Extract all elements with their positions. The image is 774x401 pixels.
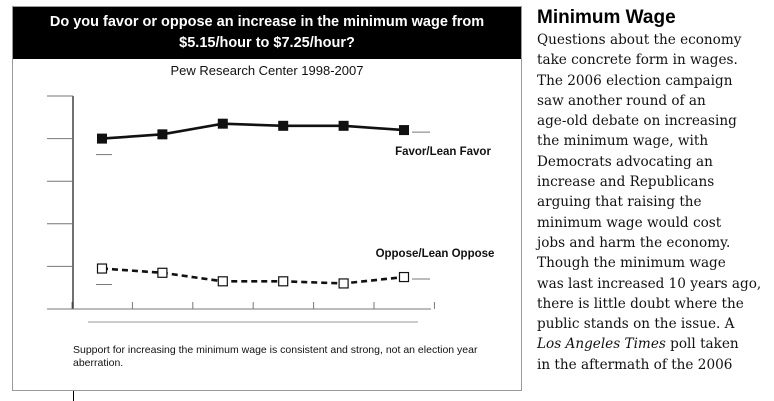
chart-markers bbox=[96, 118, 410, 289]
article-publication-name: Los Angeles Times bbox=[537, 336, 666, 353]
chart-source: Pew Research Center 1998-2007 bbox=[170, 63, 364, 78]
article-line: Democrats advocating an bbox=[537, 153, 713, 170]
series-line-favor bbox=[101, 122, 405, 140]
article-line: Los Angeles Times poll taken bbox=[537, 334, 769, 354]
article-sidebar: Minimum Wage Questions about the economy… bbox=[537, 6, 769, 375]
line-chart: Favor/Lean Favor Oppose/Lean Oppose bbox=[47, 95, 495, 323]
article-line: Though the minimum wage bbox=[537, 255, 726, 272]
article-title: Minimum Wage bbox=[537, 7, 676, 28]
data-point-oppose bbox=[157, 267, 168, 278]
article-line: Questions about the economy bbox=[537, 32, 742, 48]
page-edge-rule bbox=[73, 390, 74, 401]
data-point-favor bbox=[338, 120, 349, 131]
article-line: minimum wage would cost bbox=[537, 214, 722, 231]
chart-title: Do you favor or oppose an increase in th… bbox=[13, 7, 521, 59]
article-line: take concrete form in wages. bbox=[537, 52, 738, 69]
article-body: Questions about the economy take concrete… bbox=[537, 30, 769, 375]
article-line: the minimum wage, with bbox=[537, 133, 709, 150]
data-point-favor bbox=[217, 118, 228, 129]
data-point-oppose bbox=[96, 263, 108, 274]
chart-panel: Do you favor or oppose an increase in th… bbox=[12, 6, 522, 391]
article-line-rest: poll taken bbox=[665, 336, 739, 353]
data-point-favor bbox=[157, 129, 168, 140]
chart-axes bbox=[47, 95, 435, 323]
article-line: increase and Republicans bbox=[537, 174, 715, 191]
series-label-oppose: Oppose/Lean Oppose bbox=[376, 248, 495, 260]
data-point-favor bbox=[278, 120, 289, 131]
data-point-oppose bbox=[398, 271, 410, 283]
data-point-oppose bbox=[338, 278, 349, 289]
data-point-favor bbox=[97, 133, 107, 144]
article-line: in the aftermath of the 2006 bbox=[537, 356, 733, 373]
article-line: age-old debate on increasing bbox=[537, 113, 737, 130]
data-point-favor bbox=[399, 125, 409, 136]
chart-title-line-1: Do you favor or oppose an increase in th… bbox=[49, 14, 485, 30]
chart-note: Support for increasing the minimum wage … bbox=[73, 344, 478, 369]
article-line: jobs and harm the economy. bbox=[537, 234, 731, 251]
data-point-oppose bbox=[217, 276, 228, 287]
chart-lines bbox=[96, 122, 430, 286]
article-line: The 2006 election campaign bbox=[537, 72, 733, 89]
data-point-oppose bbox=[278, 276, 289, 287]
article-line: saw another round of an bbox=[537, 92, 706, 109]
series-line-oppose bbox=[101, 267, 405, 285]
article-line: public stands on the issue. A bbox=[537, 316, 735, 333]
chart-title-line-2: $5.15/hour to $7.25/hour? bbox=[179, 35, 355, 51]
article-line: arguing that raising the bbox=[537, 194, 702, 211]
series-label-favor: Favor/Lean Favor bbox=[395, 146, 491, 158]
article-line: was last increased 10 years ago, bbox=[537, 275, 762, 292]
article-line: there is little doubt where the bbox=[537, 295, 744, 312]
